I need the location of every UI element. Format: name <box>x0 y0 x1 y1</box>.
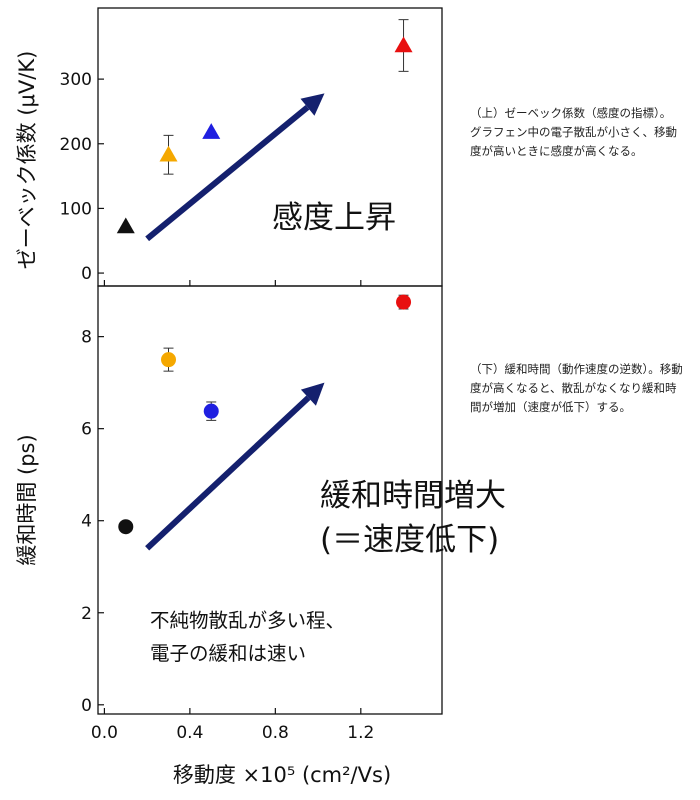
x-tick-label: 0.0 <box>91 723 118 743</box>
bottom-data-point <box>118 519 134 535</box>
bottom-data-point <box>161 352 177 368</box>
top-arrow-shaft <box>145 104 310 242</box>
top-y-tick-label: 100 <box>60 199 92 219</box>
top-data-point <box>159 145 178 162</box>
bottom-y-tick-label: 0 <box>81 696 92 716</box>
bottom-arrow-shaft <box>145 395 311 551</box>
bottom-caption: （下）緩和時間（動作速度の逆数）。移動度が高くなると、散乱がなくなり緩和時間が増… <box>470 362 683 414</box>
bottom-y-axis-label: 緩和時間 (ps) <box>15 434 39 565</box>
bottom-y-tick-label: 2 <box>81 604 92 624</box>
bottom-data-point <box>396 294 412 310</box>
top-annotation: 感度上昇 <box>272 200 396 236</box>
bottom-note-line1: 不純物散乱が多い程、 <box>150 609 345 632</box>
bottom-annotation-line1: 緩和時間増大 <box>320 478 506 514</box>
bottom-y-tick-label: 8 <box>81 328 92 348</box>
bottom-note-line2: 電子の緩和は速い <box>150 642 306 665</box>
bottom-plot-frame <box>97 285 443 715</box>
top-y-tick-label: 200 <box>60 135 92 155</box>
top-data-point <box>394 36 413 53</box>
x-tick-label: 1.2 <box>347 723 374 743</box>
bottom-y-tick-label: 4 <box>81 512 92 532</box>
bottom-data-point <box>203 403 219 419</box>
top-plot-frame <box>97 7 443 287</box>
bottom-annotation-line2: (＝速度低下) <box>320 522 499 558</box>
top-y-tick-label: 0 <box>81 264 92 284</box>
top-y-tick-label: 300 <box>60 70 92 90</box>
top-arrow-head <box>300 93 325 116</box>
top-data-point <box>116 217 135 234</box>
top-data-point <box>202 123 221 139</box>
top-y-axis-label: ゼーベック係数 (μV/K) <box>15 51 39 270</box>
x-tick-label: 0.8 <box>262 723 289 743</box>
bottom-y-tick-label: 6 <box>81 420 92 440</box>
bottom-arrow-head <box>300 382 325 406</box>
top-panel: 0 100 200 300 <box>60 19 413 286</box>
x-axis: 0.0 0.4 0.8 1.2 <box>91 723 374 743</box>
x-axis-label: 移動度 ×10⁵ (cm²/Vs) <box>173 763 391 787</box>
x-tick-label: 0.4 <box>176 723 203 743</box>
bottom-panel: 0 2 4 6 8 <box>81 294 412 716</box>
top-caption: （上）ゼーベック係数（感度の指標）。グラフェン中の電子散乱が小さく、移動度が高い… <box>470 106 677 158</box>
